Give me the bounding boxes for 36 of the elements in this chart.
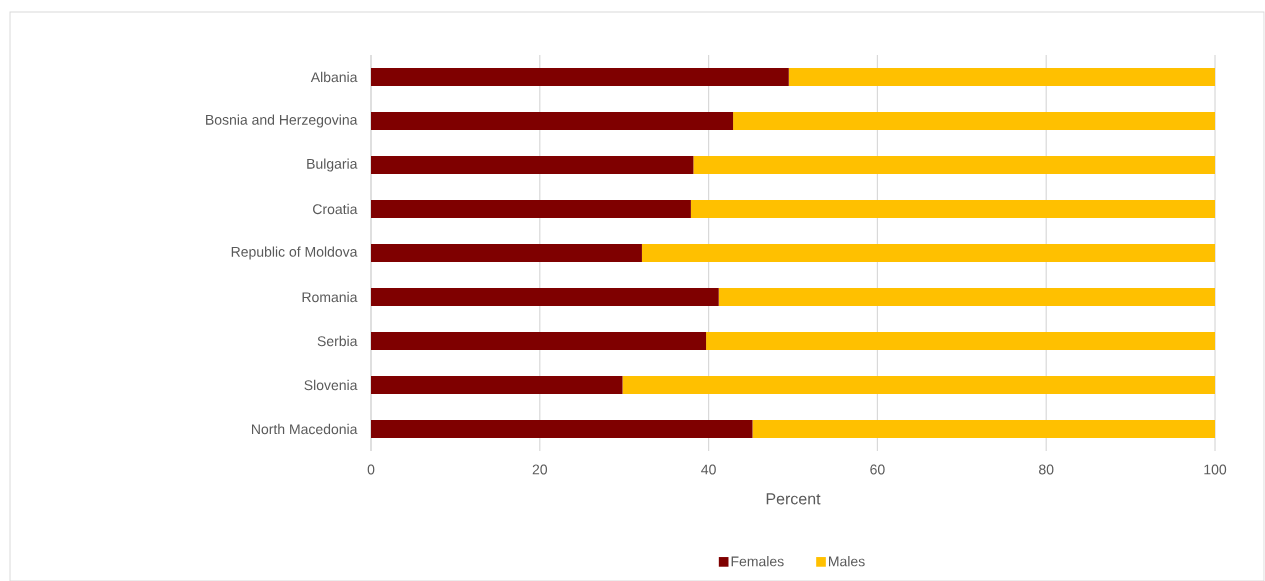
bar <box>371 156 694 175</box>
bar <box>371 420 753 439</box>
bar <box>693 156 1216 175</box>
legend-label: Males <box>829 556 865 567</box>
bar <box>752 420 1216 439</box>
x-tick-label: 100 <box>1204 464 1227 475</box>
y-tick-label: Bosnia and Herzegovina <box>206 114 358 128</box>
bar <box>706 332 1216 351</box>
y-tick-label: Slovenia <box>304 379 358 391</box>
y-tick-label: Republic of Moldova <box>231 246 358 260</box>
bar <box>371 288 719 307</box>
bar <box>690 200 1216 219</box>
y-tick-label: Albania <box>310 71 358 83</box>
bar <box>788 68 1216 87</box>
bar <box>371 200 691 219</box>
y-tick-label: Bulgaria <box>307 158 358 172</box>
x-tick-label: 40 <box>701 464 716 475</box>
bar <box>622 376 1216 395</box>
bar <box>371 68 789 87</box>
x-tick-label: 60 <box>870 464 885 475</box>
x-tick-label: 20 <box>532 464 548 475</box>
bar <box>371 332 707 351</box>
y-tick-label: Serbia <box>317 335 358 347</box>
y-tick-label: Croatia <box>313 203 358 215</box>
bar <box>371 376 623 395</box>
bar <box>371 244 642 263</box>
x-tick-label: 0 <box>367 464 375 475</box>
y-tick-label: North Macedonia <box>252 423 358 435</box>
x-axis-title: Percent <box>766 493 821 505</box>
bar <box>718 288 1216 307</box>
bar <box>371 112 734 131</box>
bar <box>641 244 1216 263</box>
x-tick-label: 80 <box>1039 464 1054 475</box>
legend-label: Females <box>731 556 784 567</box>
bar <box>733 112 1216 131</box>
y-tick-label: Romania <box>302 291 358 303</box>
